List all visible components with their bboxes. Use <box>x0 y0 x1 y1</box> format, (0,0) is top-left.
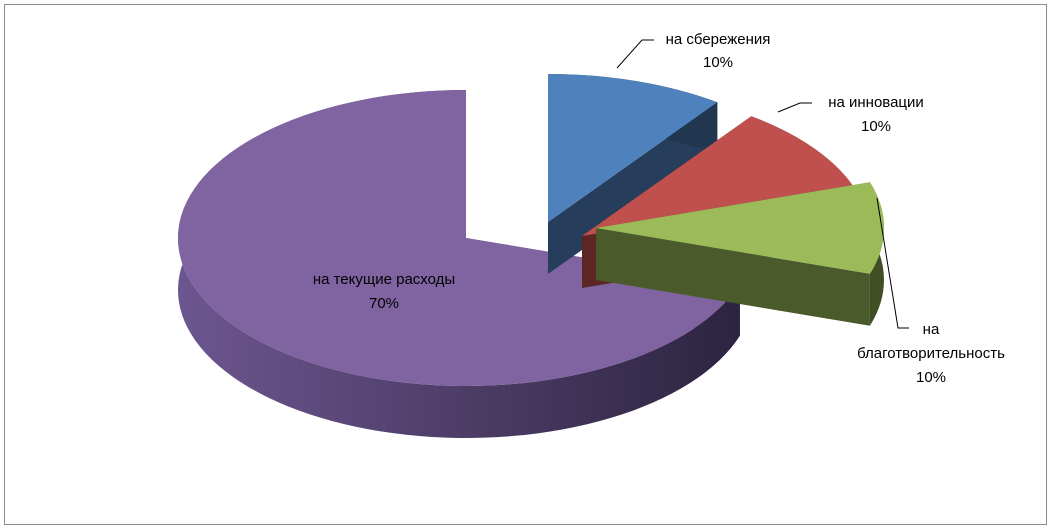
slice-current-expenses <box>178 90 740 438</box>
data-label-innovation-value: 10% <box>861 118 891 135</box>
data-label-savings-value: 10% <box>703 54 733 71</box>
leader-line-savings <box>616 39 654 69</box>
slice-charity <box>596 182 885 326</box>
leader-line-innovation <box>777 102 812 113</box>
data-label-charity-value: 10% <box>916 369 946 386</box>
data-label-current-name: на текущие расходы <box>313 271 455 288</box>
data-label-current-value: 70% <box>369 295 399 312</box>
slice-savings <box>548 74 718 274</box>
leader-line-charity <box>876 197 909 329</box>
data-label-charity-name-line1: на <box>923 321 940 338</box>
data-label-innovation-name: на инновации <box>828 94 924 111</box>
data-label-savings-name: на сбережения <box>666 31 771 48</box>
data-label-charity-name-line2: благотворительность <box>857 345 1005 362</box>
